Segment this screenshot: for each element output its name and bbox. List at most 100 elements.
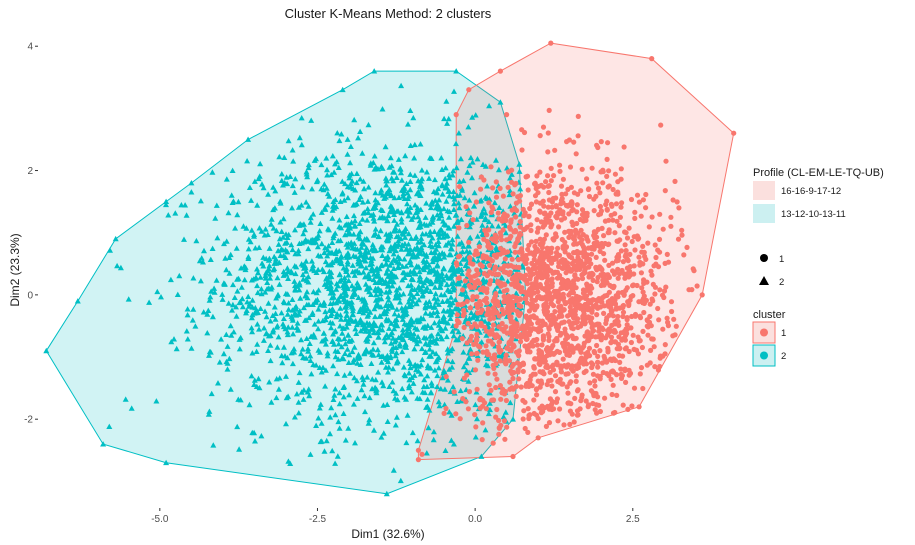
cluster-1-point [586,345,593,351]
cluster-1-point [629,313,635,320]
cluster-1-point [624,256,630,262]
cluster-2-point [409,335,416,341]
cluster-1-point [590,277,596,283]
cluster-2-point [335,237,342,244]
cluster-2-point [401,240,408,247]
cluster-1-point [510,294,516,300]
cluster-1-point [610,285,617,291]
cluster-2-point [197,278,204,284]
cluster-2-point [400,291,407,297]
cluster-1-point [487,262,493,268]
cluster-1-point [510,319,516,325]
cluster-2-point [401,185,408,191]
cluster-1-point [620,402,626,408]
cluster-2-point [453,164,460,171]
cluster-2-point [245,293,252,299]
cluster-2-point [343,308,350,314]
cluster-points-1 [415,40,737,463]
cluster-2-point [146,299,153,305]
cluster-1-point [630,332,636,338]
cluster-1-point [538,265,544,271]
cluster-1-hull-point [649,56,655,62]
cluster-2-point [387,243,394,250]
cluster-2-point [408,262,415,268]
cluster-2-point [372,322,379,329]
cluster-2-point [416,277,423,283]
cluster-2-point [384,217,391,224]
cluster-1-point [543,179,549,185]
cluster-2-point [467,154,474,161]
cluster-1-point [546,420,553,426]
cluster-2-point [401,371,408,378]
cluster-2-point [406,370,412,376]
cluster-2-point [393,316,400,323]
cluster-1-point [504,112,510,118]
cluster-2-point [429,382,435,389]
cluster-2-point [298,350,305,357]
cluster-2-point [363,325,370,331]
cluster-1-point [443,374,449,380]
cluster-1-point [665,259,672,265]
cluster-2-point [411,155,418,161]
cluster-2-point [329,153,336,159]
cluster-1-point [605,299,611,305]
cluster-2-point [469,159,476,165]
cluster-1-point [686,287,692,293]
cluster-2-point [450,279,457,285]
cluster-2-point [451,223,457,229]
cluster-1-point [585,314,591,320]
cluster-1-point [509,363,515,369]
cluster-2-point [472,112,479,118]
cluster-2-point [437,210,444,216]
cluster-2-point [435,242,442,249]
cluster-2-point [417,250,424,256]
cluster-2-point [449,267,456,273]
cluster-2-point [260,263,267,269]
cluster-1-point [509,256,515,262]
cluster-2-point [275,291,281,298]
cluster-2-point [406,357,412,363]
cluster-2-point [499,275,506,281]
cluster-1-point [668,223,674,229]
cluster-1-point [590,390,596,396]
cluster-1-point [511,323,517,329]
legend-profile: Profile (CL-EM-LE-TQ-UB) 16-16-9-17-12 1… [753,167,884,223]
cluster-2-point [390,265,397,271]
cluster-2-point [388,206,395,213]
cluster-2-point [407,142,414,148]
cluster-1-point [487,331,493,337]
cluster-1-point [648,347,654,353]
cluster-1-point [598,282,604,289]
cluster-2-point [249,297,256,303]
cluster-1-point [599,225,605,231]
cluster-2-point [375,369,382,375]
cluster-2-point [388,175,395,181]
cluster-2-hull-point [163,459,170,466]
cluster-2-point [450,168,457,174]
cluster-2-point [395,334,402,341]
cluster-2-point [299,184,306,190]
cluster-1-point [470,217,476,223]
cluster-2-point [417,220,424,226]
cluster-1-point [466,389,473,395]
cluster-2-point [465,243,472,249]
cluster-2-point [304,289,310,295]
cluster-2-point [188,345,195,351]
cluster-1-point [618,204,624,210]
cluster-2-point [330,396,337,402]
cluster-2-point [516,168,523,174]
cluster-1-point [564,279,570,285]
cluster-2-point [454,219,461,225]
cluster-2-point [278,171,285,177]
cluster-2-point [207,294,214,300]
cluster-1-point [459,336,465,342]
cluster-2-point [428,380,435,386]
cluster-1-point [584,236,590,242]
cluster-1-point [598,139,604,145]
cluster-2-point [440,205,447,212]
cluster-2-point [393,306,400,312]
cluster-2-point [204,330,211,336]
cluster-2-point [378,434,385,440]
